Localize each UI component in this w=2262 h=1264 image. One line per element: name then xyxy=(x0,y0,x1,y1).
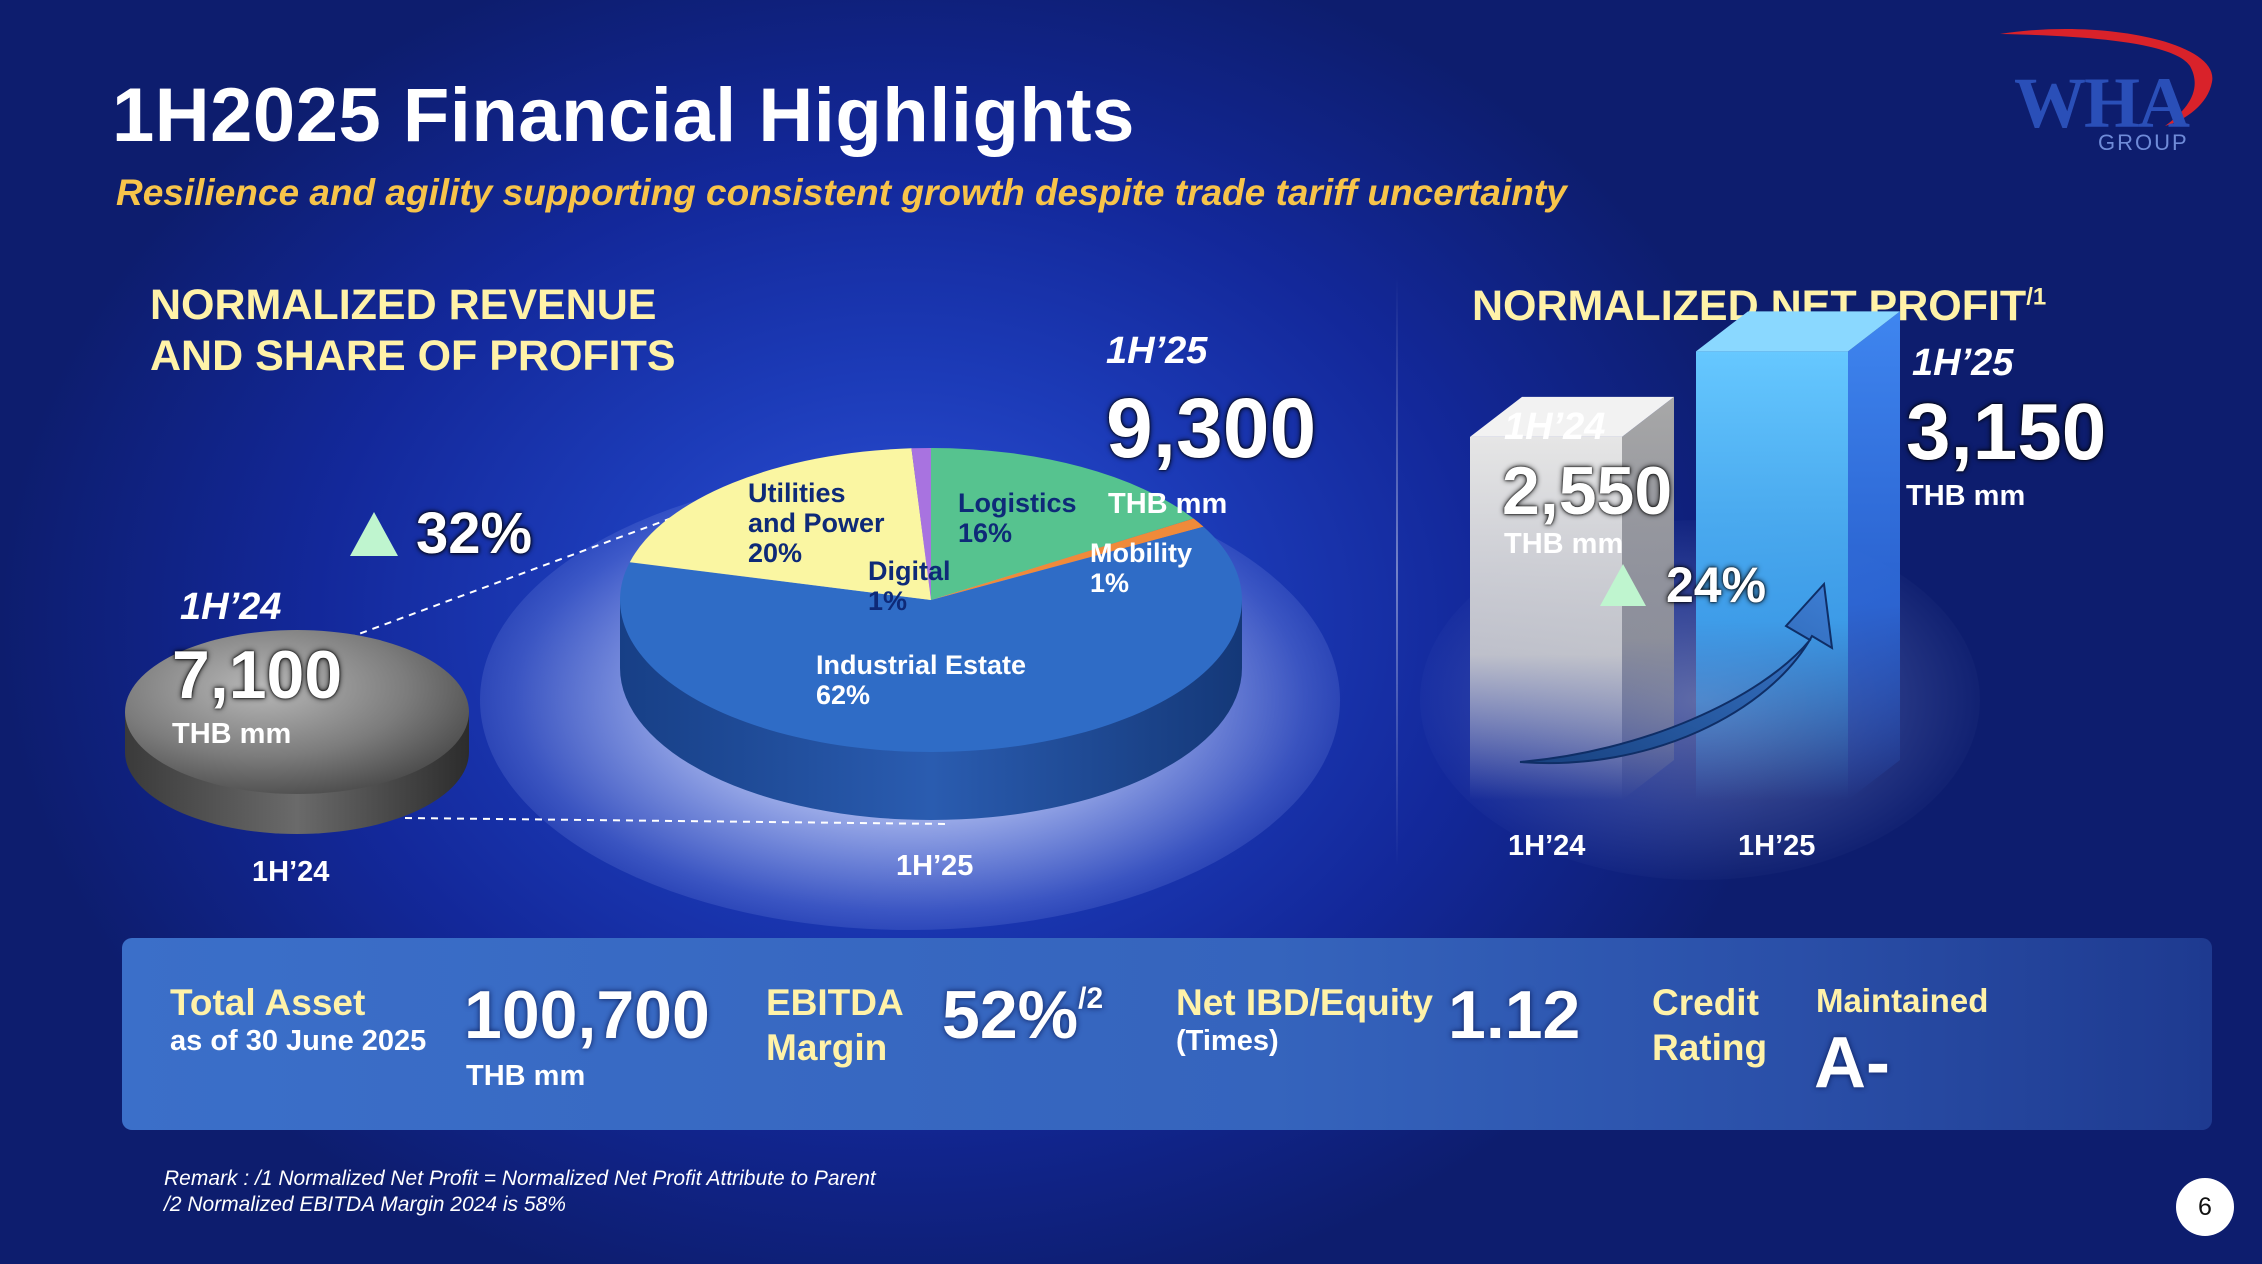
kpi-panel xyxy=(122,938,2212,1130)
pie-slice-industrial-estate xyxy=(620,526,1243,752)
revenue-prev-value: 7,100 xyxy=(172,637,343,713)
kpi-ibd-equity: Net IBD/Equity (Times) xyxy=(1176,980,1433,1058)
np-curr-unit: THB mm xyxy=(1906,480,2026,512)
growth-connector-top xyxy=(347,511,689,639)
pie-slice-utilities-and-power xyxy=(629,448,931,600)
ebitda-value-sup: /2 xyxy=(1078,982,1104,1015)
revenue-curr-value: 9,300 xyxy=(1106,381,1317,475)
pie-slice-digital xyxy=(911,448,931,600)
ebitda-value: 52%/2 xyxy=(942,976,1103,1054)
slice-label-mobility: Mobility 1% xyxy=(1090,538,1192,598)
np-growth-arrow-icon xyxy=(1600,564,1646,606)
logo-group-text: GROUP xyxy=(2098,130,2189,155)
revenue-curr-period: 1H’25 xyxy=(1106,330,1208,372)
ibd-value: 1.12 xyxy=(1448,977,1581,1053)
revenue-prev-unit: THB mm xyxy=(172,718,292,750)
np-curr-period: 1H’25 xyxy=(1912,342,2014,384)
pie-slice-logistics xyxy=(931,448,1194,600)
revenue-title-line2: AND SHARE OF PROFITS xyxy=(150,332,676,380)
ebitda-label-line1: EBITDA xyxy=(766,982,904,1023)
ibd-sub: (Times) xyxy=(1176,1025,1279,1057)
np-prev-value: 2,550 xyxy=(1502,453,1673,529)
np-curr-value: 3,150 xyxy=(1906,387,2107,476)
growth-curve-arrow-icon xyxy=(1519,581,1834,765)
remark-line2: /2 Normalized EBITDA Margin 2024 is 58% xyxy=(164,1193,566,1216)
total-asset-value: 100,700 xyxy=(464,977,710,1053)
remark-line1: Remark : /1 Normalized Net Profit = Norm… xyxy=(164,1167,876,1190)
revenue-title-line1: NORMALIZED REVENUE xyxy=(150,281,657,329)
page-title: 1H2025 Financial Highlights xyxy=(112,73,1135,158)
revenue-section-title: NORMALIZED REVENUE AND SHARE OF PROFITS xyxy=(150,280,676,382)
credit-status: Maintained xyxy=(1816,982,1989,1019)
curr-revenue-pie xyxy=(620,448,1243,820)
ebitda-label-line2: Margin xyxy=(766,1027,888,1068)
logo-text: WHA xyxy=(2014,63,2190,143)
total-asset-label: Total Asset xyxy=(170,982,366,1023)
revenue-axis-label-prev: 1H’24 xyxy=(252,856,330,888)
section-divider xyxy=(1396,276,1398,866)
np-bar-top-0 xyxy=(1470,396,1674,437)
credit-label-line1: Credit xyxy=(1652,982,1759,1023)
credit-value: A- xyxy=(1814,1023,1890,1103)
revenue-curr-unit: THB mm xyxy=(1108,488,1228,520)
pie-slice-mobility xyxy=(931,518,1204,600)
np-bar-front-1 xyxy=(1696,351,1848,800)
np-prev-unit: THB mm xyxy=(1504,528,1624,560)
np-bar-side-1 xyxy=(1848,311,1900,800)
np-bar-front-0 xyxy=(1470,436,1622,800)
total-asset-unit: THB mm xyxy=(466,1060,586,1092)
remarks: Remark : /1 Normalized Net Profit = Norm… xyxy=(164,1166,876,1218)
ebitda-value-text: 52% xyxy=(942,977,1079,1053)
slice-label-digital: Digital 1% xyxy=(868,556,951,616)
kpi-ebitda: EBITDA Margin xyxy=(766,980,904,1070)
slice-label-utilities: Utilities and Power 20% xyxy=(748,478,885,568)
revenue-prev-period: 1H’24 xyxy=(180,586,282,628)
prev-revenue-disc xyxy=(125,630,469,834)
slice-label-logistics: Logistics 16% xyxy=(958,488,1077,548)
page-subtitle: Resilience and agility supporting consis… xyxy=(116,172,1567,213)
np-axis-label-curr: 1H’25 xyxy=(1738,830,1816,862)
revenue-growth-value: 32% xyxy=(416,501,533,566)
kpi-total-asset: Total Asset as of 30 June 2025 xyxy=(170,980,426,1058)
kpi-credit-rating: Credit Rating xyxy=(1652,980,1767,1070)
wha-logo: WHA GROUP xyxy=(1990,22,2230,162)
revenue-growth-arrow-icon xyxy=(350,512,398,556)
np-bar-side-0 xyxy=(1622,396,1674,800)
np-axis-label-prev: 1H’24 xyxy=(1508,830,1586,862)
page-number: 6 xyxy=(2176,1178,2234,1236)
net-profit-title-sup: /1 xyxy=(2026,283,2047,311)
credit-label-line2: Rating xyxy=(1652,1027,1768,1068)
np-prev-period: 1H’24 xyxy=(1504,406,1606,448)
revenue-axis-label-curr: 1H’25 xyxy=(896,850,974,882)
np-bar-top-1 xyxy=(1696,311,1900,352)
total-asset-sub: as of 30 June 2025 xyxy=(170,1025,427,1057)
ibd-label: Net IBD/Equity xyxy=(1176,982,1433,1023)
np-growth-value: 24% xyxy=(1666,557,1767,613)
slice-label-industrial: Industrial Estate 62% xyxy=(816,650,1027,710)
